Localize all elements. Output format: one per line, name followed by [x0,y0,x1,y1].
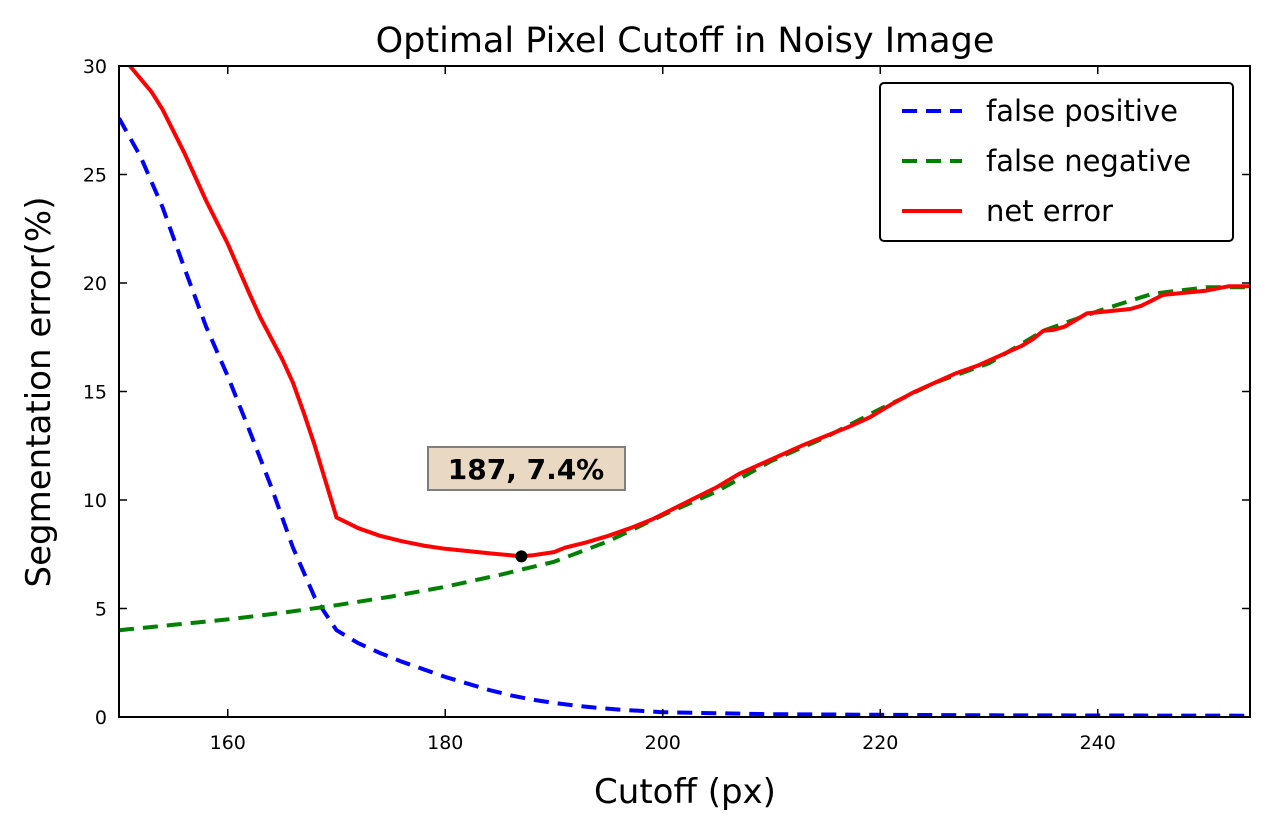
x-axis-label: Cutoff (px) [594,772,776,812]
x-tick-label: 160 [210,732,246,754]
y-tick-label: 5 [95,599,107,621]
legend-box [879,82,1234,242]
series-line-net-error [128,66,1250,559]
y-tick-label: 0 [95,707,107,729]
optimum-marker [515,550,528,563]
x-tick-label: 220 [862,732,898,754]
y-tick-label: 15 [83,382,107,404]
legend-label: false negative [986,144,1191,178]
y-tick-label: 10 [83,490,107,512]
legend-label: false positive [986,94,1178,128]
legend: false positive false negative net error [879,82,1234,242]
series-line-false-positive [119,117,1250,717]
y-tick-label: 30 [83,56,107,78]
y-tick-label: 20 [83,273,107,295]
y-axis-label: Segmentation error(%) [19,197,59,588]
plot-area: 160 180 200 220 240 0 5 10 15 20 25 30 187, 7.4% fals… [83,56,1251,754]
x-tick-label: 180 [427,732,463,754]
x-tick-label: 200 [645,732,681,754]
x-tick-label: 240 [1080,732,1116,754]
chart-title: Optimal Pixel Cutoff in Noisy Image [376,21,995,61]
annotation-label: 187, 7.4% [448,453,605,486]
y-tick-label: 25 [83,165,107,187]
annotation-box [427,446,626,491]
legend-label: net error [986,194,1113,228]
